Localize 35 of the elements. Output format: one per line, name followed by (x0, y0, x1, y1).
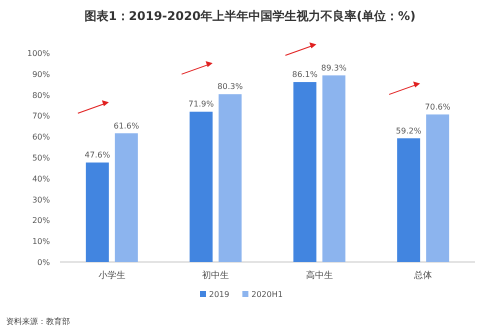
y-tick-label: 10% (32, 237, 50, 246)
y-tick-label: 70% (32, 112, 50, 121)
data-label: 61.6% (114, 121, 140, 130)
bar (190, 112, 213, 262)
bar (293, 82, 316, 262)
legend-label: 2019 (209, 290, 230, 299)
data-label: 80.3% (217, 82, 244, 92)
bar (114, 133, 138, 262)
y-tick-label: 60% (32, 132, 50, 142)
y-tick-label: 50% (32, 154, 50, 162)
x-tick-label: 小学生 (98, 270, 126, 281)
y-tick-label: 90% (32, 70, 50, 79)
data-label: 86.1% (292, 70, 318, 80)
y-tick-label: 100% (27, 49, 50, 58)
x-tick-label: 总体 (413, 270, 432, 281)
y-tick-label: 80% (32, 90, 50, 100)
text: 资料来源：教育部 (6, 317, 70, 326)
data-label: 70.6% (424, 102, 451, 112)
bar (218, 94, 242, 262)
y-tick-label: 30% (32, 195, 50, 204)
bar (86, 162, 109, 262)
chart-title: 图表1：2019-2020年上半年中国学生视力不良率(单位：%) (84, 9, 416, 23)
legend-label: 2020H1 (251, 290, 283, 299)
x-tick-label: 初中生 (202, 270, 230, 281)
bar (426, 114, 450, 262)
bar (397, 138, 420, 262)
y-tick-label: 0% (37, 258, 50, 267)
y-tick-label: 40% (32, 174, 50, 184)
data-label: 71.9% (188, 100, 214, 109)
data-label: 59.2% (396, 126, 422, 136)
x-tick-label: 高中生 (306, 270, 333, 281)
data-label: 47.6% (84, 150, 110, 160)
bar (322, 75, 346, 262)
data-label: 89.3% (321, 63, 347, 72)
y-tick-label: 20% (32, 216, 50, 226)
